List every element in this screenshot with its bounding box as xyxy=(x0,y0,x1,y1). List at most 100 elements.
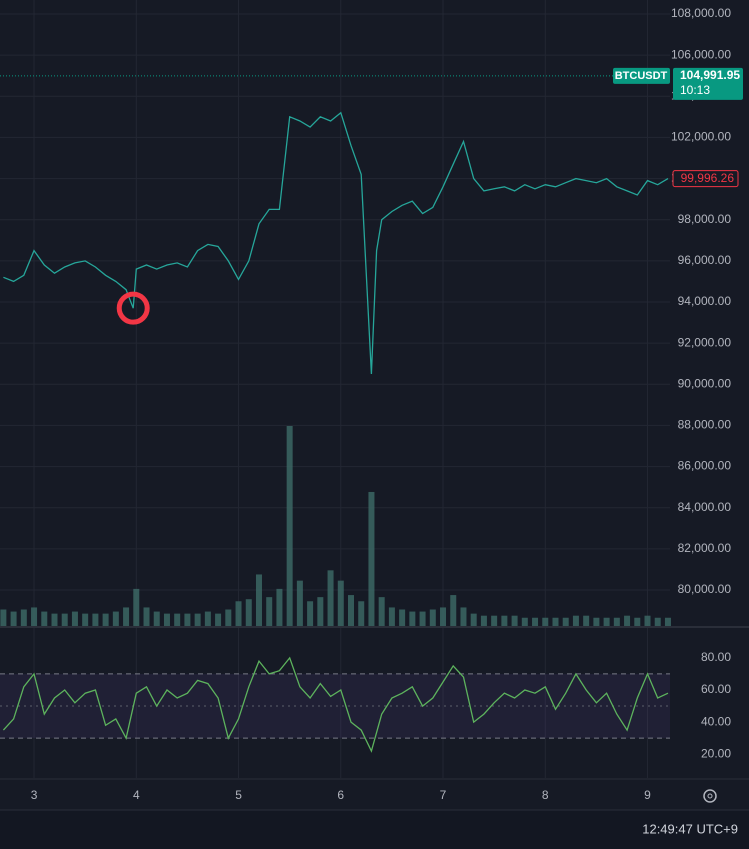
volume-bar xyxy=(634,617,641,626)
volume-bar xyxy=(327,570,334,626)
volume-bar xyxy=(378,597,385,626)
volume-bar xyxy=(317,597,324,626)
volume-bar xyxy=(133,588,140,626)
y-tick-label: 60.00 xyxy=(701,682,731,696)
price-label: 104,991.95 xyxy=(680,68,740,82)
volume-bar xyxy=(542,617,549,626)
volume-bar xyxy=(337,580,344,626)
volume-bar xyxy=(20,609,27,626)
x-tick-label: 8 xyxy=(542,788,549,802)
x-tick-label: 9 xyxy=(644,788,651,802)
y-tick-label: 106,000.00 xyxy=(671,47,731,61)
volume-bar xyxy=(388,607,395,626)
annotation-circle xyxy=(116,291,150,325)
volume-bar xyxy=(440,607,447,626)
volume-bar xyxy=(521,617,528,626)
volume-bar xyxy=(572,615,579,626)
settings-icon[interactable] xyxy=(703,789,717,803)
volume-bar xyxy=(123,607,130,626)
y-tick-label: 92,000.00 xyxy=(678,335,732,349)
volume-bar xyxy=(450,595,457,626)
volume-bar xyxy=(644,615,651,626)
volume-bar xyxy=(480,615,487,626)
volume-bar xyxy=(562,617,569,626)
y-tick-label: 98,000.00 xyxy=(678,212,732,226)
volume-bar xyxy=(583,615,590,626)
volume-bar xyxy=(61,613,68,626)
volume-bar xyxy=(92,613,99,626)
volume-bar xyxy=(184,613,191,626)
volume-bar xyxy=(143,607,150,626)
volume-bar xyxy=(235,601,242,626)
volume-bar xyxy=(307,601,314,626)
countdown: 10:13 xyxy=(680,83,710,97)
volume-bar xyxy=(491,615,498,626)
volume-bar xyxy=(225,609,232,626)
y-tick-label: 20.00 xyxy=(701,746,731,760)
y-tick-label: 86,000.00 xyxy=(678,459,732,473)
symbol-label: BTCUSDT xyxy=(615,70,668,82)
volume-bar xyxy=(501,615,508,626)
y-tick-label: 102,000.00 xyxy=(671,130,731,144)
volume-bar xyxy=(429,609,436,626)
volume-bar xyxy=(266,597,273,626)
settings-icon-center xyxy=(707,793,713,799)
volume-bar xyxy=(460,607,467,626)
volume-bar xyxy=(419,611,426,626)
volume-bar xyxy=(41,611,48,626)
volume-bar xyxy=(613,617,620,626)
volume-bar xyxy=(409,611,416,626)
volume-bar xyxy=(276,588,283,626)
volume-bar xyxy=(286,426,293,626)
volume-bar xyxy=(348,595,355,626)
volume-bar xyxy=(71,611,78,626)
volume-bar xyxy=(245,599,252,626)
volume-bar xyxy=(358,601,365,626)
volume-bar xyxy=(255,574,262,626)
price-box xyxy=(672,170,739,188)
x-tick-label: 3 xyxy=(31,788,38,802)
volume-bar xyxy=(603,617,610,626)
x-tick-label: 4 xyxy=(133,788,140,802)
volume-bar xyxy=(194,613,201,626)
clock: 12:49:47 UTC+9 xyxy=(642,821,738,836)
y-tick-label: 82,000.00 xyxy=(678,541,732,555)
price-label: 99,996.26 xyxy=(681,171,735,185)
volume-bar xyxy=(215,613,222,626)
y-tick-label: 80.00 xyxy=(701,650,731,664)
y-tick-label: 96,000.00 xyxy=(678,253,732,267)
series-line xyxy=(3,111,669,375)
volume-bar xyxy=(174,613,181,626)
y-tick-label: 108,000.00 xyxy=(671,6,731,20)
volume-bar xyxy=(0,609,7,626)
y-tick-label: 90,000.00 xyxy=(678,376,732,390)
status-bar xyxy=(0,810,749,849)
volume-bar xyxy=(624,615,631,626)
y-tick-label: 40.00 xyxy=(701,714,731,728)
volume-bar xyxy=(399,609,406,626)
x-tick-label: 6 xyxy=(337,788,344,802)
volume-bar xyxy=(51,613,58,626)
volume-bar xyxy=(511,615,518,626)
volume-bar xyxy=(296,580,303,626)
volume-bar xyxy=(552,617,559,626)
volume-bar xyxy=(153,611,160,626)
y-tick-label: 94,000.00 xyxy=(678,294,732,308)
volume-bar xyxy=(204,611,211,626)
y-tick-label: 80,000.00 xyxy=(678,582,732,596)
symbol-box xyxy=(613,67,670,84)
volume-bar xyxy=(470,613,477,626)
y-tick-label: 88,000.00 xyxy=(678,418,732,432)
y-tick-label: 84,000.00 xyxy=(678,500,732,514)
volume-bar xyxy=(532,617,539,626)
volume-bar xyxy=(664,617,671,626)
price-box xyxy=(673,67,743,100)
volume-bar xyxy=(593,617,600,626)
volume-bar xyxy=(82,613,89,626)
volume-bar xyxy=(112,611,119,626)
volume-bar xyxy=(10,611,17,626)
volume-bar xyxy=(163,613,170,626)
